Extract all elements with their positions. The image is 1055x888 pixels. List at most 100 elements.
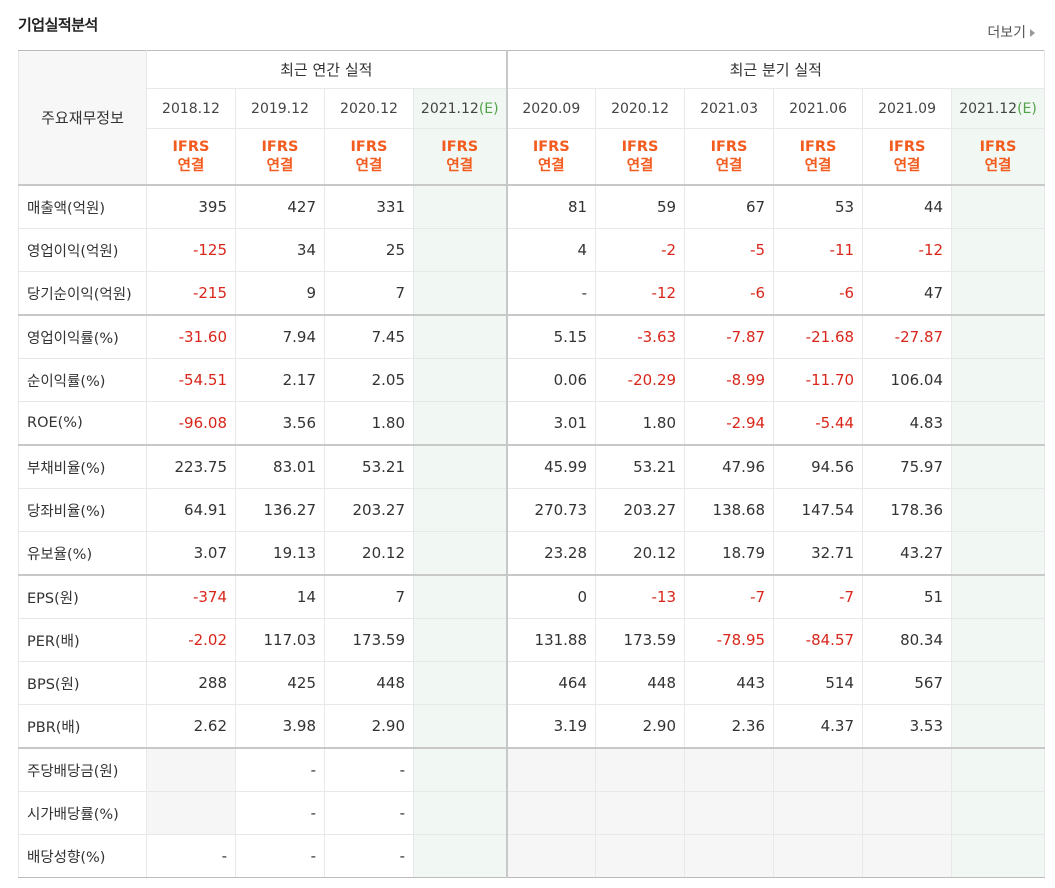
basis-header[interactable]: IFRS 연결 bbox=[146, 128, 236, 186]
table-row: 영업이익률(%) -31.60 7.94 7.45 5.15 -3.63 -7.87 -21.… bbox=[18, 314, 1046, 359]
table-cell: -27.87 bbox=[862, 314, 953, 359]
table-cell: -2.94 bbox=[684, 401, 775, 446]
table-cell: 464 bbox=[505, 661, 597, 705]
table-cell: 25 bbox=[324, 228, 414, 272]
basis-header[interactable]: IFRS 연결 bbox=[684, 128, 775, 186]
table-cell bbox=[412, 401, 508, 446]
period-header: 2020.12 bbox=[324, 88, 414, 129]
period-label: 2021.03 bbox=[700, 100, 758, 117]
row-label: EPS(원) bbox=[18, 574, 147, 619]
period-label: 2018.12 bbox=[162, 100, 220, 117]
table-cell bbox=[412, 488, 508, 532]
basis-header[interactable]: IFRS 연결 bbox=[773, 128, 864, 186]
table-cell: -7 bbox=[773, 574, 864, 619]
table-cell: 448 bbox=[595, 661, 686, 705]
period-label: 2020.12 bbox=[340, 100, 398, 117]
table-cell: 514 bbox=[773, 661, 864, 705]
period-header: 2021.06 bbox=[773, 88, 864, 129]
period-header-row: 2018.12 2019.12 2020.12 2021.12(E) 2020.09 20… bbox=[19, 88, 1046, 129]
table-row: 부채비율(%) 223.75 83.01 53.21 45.99 53.21 47.96 94… bbox=[18, 444, 1046, 489]
table-cell bbox=[951, 618, 1046, 662]
table-cell: 59 bbox=[595, 184, 686, 229]
table-cell bbox=[773, 747, 864, 792]
row-label: 유보율(%) bbox=[18, 531, 147, 576]
row-label: PER(배) bbox=[18, 618, 147, 662]
basis-standard: IFRS bbox=[441, 138, 479, 155]
table-cell: 0.06 bbox=[505, 358, 597, 402]
more-link-label: 더보기 bbox=[987, 25, 1026, 41]
table-cell: - bbox=[324, 747, 414, 792]
table-cell: 443 bbox=[684, 661, 775, 705]
basis-header[interactable]: IFRS 연결 bbox=[235, 128, 325, 186]
table-cell: -31.60 bbox=[146, 314, 236, 359]
table-cell bbox=[412, 184, 508, 229]
basis-header[interactable]: IFRS 연결 bbox=[324, 128, 414, 186]
table-cell: -6 bbox=[684, 271, 775, 316]
basis-header[interactable]: IFRS 연결 bbox=[412, 128, 508, 186]
row-label: ROE(%) bbox=[18, 401, 147, 446]
basis-header[interactable]: IFRS 연결 bbox=[951, 128, 1046, 186]
table-cell: 7.94 bbox=[235, 314, 325, 359]
table-cell bbox=[951, 574, 1046, 619]
table-cell: 7 bbox=[324, 271, 414, 316]
table-cell: 0 bbox=[505, 574, 597, 619]
row-label: 매출액(억원) bbox=[18, 184, 147, 229]
table-cell: 4 bbox=[505, 228, 597, 272]
table-cell: 20.12 bbox=[324, 531, 414, 576]
table-cell bbox=[412, 747, 508, 792]
table-cell: 1.80 bbox=[595, 401, 686, 446]
table-cell bbox=[412, 444, 508, 489]
table-row: BPS(원) 288 425 448 464 448 443 514 567 bbox=[18, 661, 1046, 705]
table-row: 당기순이익(억원) -215 9 7- -12 -6 -6 47 bbox=[18, 271, 1046, 316]
basis-standard: IFRS bbox=[710, 138, 748, 155]
table-cell: 173.59 bbox=[595, 618, 686, 662]
table-cell: 20.12 bbox=[595, 531, 686, 576]
table-cell: 34 bbox=[235, 228, 325, 272]
table-cell: -5.44 bbox=[773, 401, 864, 446]
table-cell bbox=[951, 834, 1046, 878]
table-cell: 4.37 bbox=[773, 704, 864, 749]
more-link[interactable]: 더보기 bbox=[987, 22, 1035, 42]
table-row: 유보율(%) 3.07 19.13 20.12 23.28 20.12 18.79 32.71… bbox=[18, 531, 1046, 576]
table-cell bbox=[684, 791, 775, 835]
table-cell bbox=[684, 834, 775, 878]
table-cell: 203.27 bbox=[324, 488, 414, 532]
table-cell bbox=[505, 747, 597, 792]
basis-header[interactable]: IFRS 연결 bbox=[505, 128, 597, 186]
table-cell: 331 bbox=[324, 184, 414, 229]
table-cell: 9 bbox=[235, 271, 325, 316]
basis-header[interactable]: IFRS 연결 bbox=[595, 128, 686, 186]
period-label: 2020.12 bbox=[611, 100, 669, 117]
table-cell: -54.51 bbox=[146, 358, 236, 402]
basis-header[interactable]: IFRS 연결 bbox=[862, 128, 953, 186]
table-cell: 223.75 bbox=[146, 444, 236, 489]
basis-scope: 연결 bbox=[446, 157, 474, 174]
table-cell: 81 bbox=[505, 184, 597, 229]
table-cell bbox=[595, 747, 686, 792]
table-cell bbox=[412, 661, 508, 705]
row-label: 영업이익(억원) bbox=[18, 228, 147, 272]
table-cell: 14 bbox=[235, 574, 325, 619]
table-cell: 136.27 bbox=[235, 488, 325, 532]
basis-scope: 연결 bbox=[626, 157, 654, 174]
table-cell bbox=[412, 314, 508, 359]
table-cell: 203.27 bbox=[595, 488, 686, 532]
table-cell bbox=[862, 791, 953, 835]
table-cell: 7.45 bbox=[324, 314, 414, 359]
table-body: 매출액(억원) 395 427 331 81 59 67 53 44 영업이익(억원) -125 34… bbox=[18, 184, 1046, 878]
period-label: 2021.12 bbox=[420, 100, 479, 117]
table-row: 순이익률(%) -54.51 2.17 2.05 0.06 -20.29 -8.99 -11.… bbox=[18, 358, 1046, 402]
table-cell: - bbox=[324, 791, 414, 835]
table-cell: -6 bbox=[773, 271, 864, 316]
table-cell: 94.56 bbox=[773, 444, 864, 489]
financial-summary-table: 주요재무정보 최근 연간 실적 최근 분기 실적 2018.12 2019.12 2… bbox=[18, 50, 1046, 878]
table-cell bbox=[951, 314, 1046, 359]
table-cell: -5 bbox=[684, 228, 775, 272]
period-header: 2020.12 bbox=[595, 88, 686, 129]
table-cell: -13 bbox=[595, 574, 686, 619]
table-cell: -12 bbox=[862, 228, 953, 272]
table-cell: 19.13 bbox=[235, 531, 325, 576]
table-cell bbox=[951, 184, 1046, 229]
row-label: 부채비율(%) bbox=[18, 444, 147, 489]
table-row: ROE(%) -96.08 3.56 1.80 3.01 1.80 -2.94 -5.44 4.… bbox=[18, 401, 1046, 446]
